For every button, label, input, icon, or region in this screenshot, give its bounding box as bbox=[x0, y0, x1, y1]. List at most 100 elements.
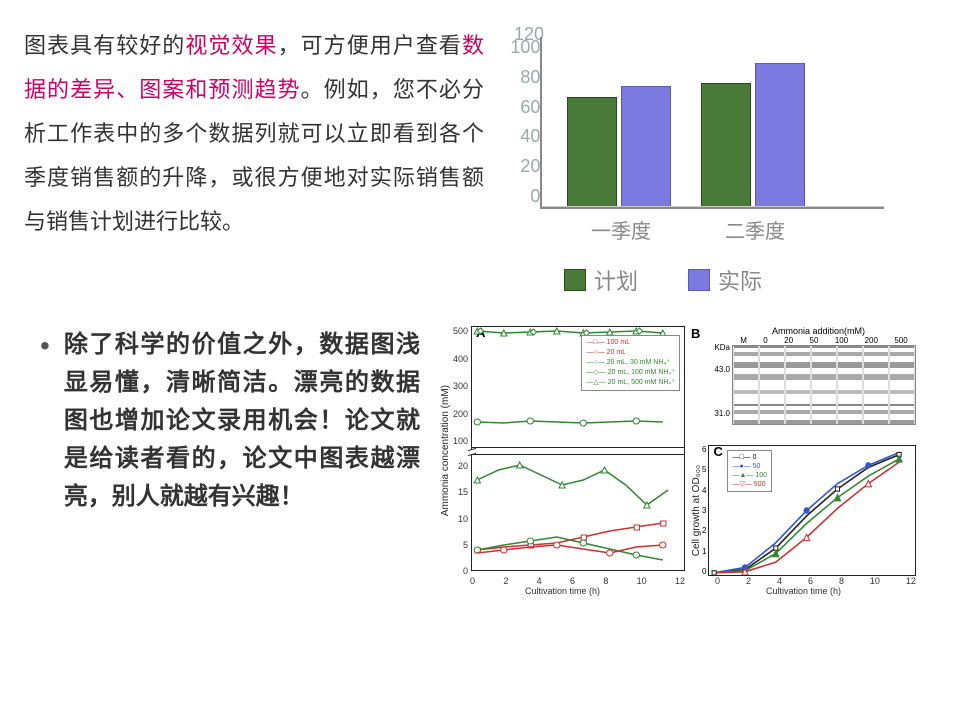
leg: 0 bbox=[753, 454, 757, 461]
lane: 0 bbox=[763, 336, 767, 345]
lane: 200 bbox=[865, 336, 878, 345]
panel-A-ylabel: Ammonia concentration (mM) bbox=[440, 385, 451, 516]
ytick: 15 bbox=[453, 487, 468, 497]
bar-actual bbox=[755, 63, 805, 207]
legend-box-actual bbox=[688, 269, 710, 291]
leg: 20 mL bbox=[607, 349, 626, 356]
yt: 3 bbox=[702, 506, 706, 515]
legend-label: 实际 bbox=[718, 264, 762, 296]
leg: 20 mL, 30 mM NH₄⁺ bbox=[607, 359, 670, 366]
ytick: 0 bbox=[504, 186, 540, 207]
xlabel: 二季度 bbox=[703, 215, 807, 244]
bar-group bbox=[567, 86, 671, 207]
lane: 100 bbox=[835, 336, 848, 345]
ytick: 5 bbox=[453, 540, 468, 550]
panel-A: Ammonia concentration (mM) 500 400 300 2… bbox=[440, 326, 685, 596]
top-section: 图表具有较好的视觉效果，可方便用户查看数据的差异、图案和预测趋势。例如，您不必分… bbox=[0, 0, 960, 296]
bar-actual bbox=[621, 86, 671, 207]
ytick: 20 bbox=[504, 156, 540, 177]
panel-A-legend: —□— 100 mL —○— 20 mL —○— 20 mL, 30 mM NH… bbox=[581, 335, 680, 391]
ytick: 400 bbox=[453, 354, 468, 364]
p1-h1: 视觉效果 bbox=[185, 33, 277, 58]
xt: 4 bbox=[777, 576, 782, 586]
panel-C-xticks: 0 2 4 6 8 10 12 bbox=[691, 576, 916, 586]
ytick: 80 bbox=[504, 67, 540, 88]
legend-box-plan bbox=[564, 269, 586, 291]
bullet-point: • 除了科学的价值之外，数据图浅显易懂，清晰简洁。漂亮的数据图也增加论文录用机会… bbox=[40, 326, 420, 516]
leg: 500 bbox=[754, 481, 766, 488]
ytick: 500 bbox=[453, 326, 468, 336]
ytick: 100 bbox=[453, 436, 468, 446]
legend: 计划 实际 bbox=[564, 264, 884, 296]
leg: 50 bbox=[753, 463, 761, 470]
yt: 5 bbox=[702, 465, 706, 474]
xt: 10 bbox=[637, 576, 647, 586]
xt: 4 bbox=[537, 576, 542, 586]
ytick: 300 bbox=[453, 381, 468, 391]
ytick: 100 bbox=[504, 37, 540, 58]
p1-t2: ，可方便用户查看 bbox=[278, 33, 462, 58]
bullet-dot-icon: • bbox=[40, 326, 50, 516]
leg: 20 mL, 500 mM NH₄⁺ bbox=[608, 379, 675, 386]
xt: 8 bbox=[839, 576, 844, 586]
p1-t1: 图表具有较好的 bbox=[24, 33, 185, 58]
ytick: 10 bbox=[453, 514, 468, 524]
xt: 6 bbox=[808, 576, 813, 586]
scientific-figure: Ammonia concentration (mM) 500 400 300 2… bbox=[440, 326, 920, 596]
bar-group bbox=[701, 63, 805, 207]
yt: 0 bbox=[702, 567, 706, 576]
bar-plan bbox=[567, 97, 617, 207]
paragraph-2: 除了科学的价值之外，数据图浅显易懂，清晰简洁。漂亮的数据图也增加论文录用机会！论… bbox=[64, 326, 420, 516]
legend-label: 计划 bbox=[594, 264, 638, 296]
panel-B-lanes: M 0 20 50 100 200 500 bbox=[732, 336, 916, 345]
panel-C-xlabel: Cultivation time (h) bbox=[691, 586, 916, 596]
plot-area bbox=[540, 37, 884, 209]
xt: 0 bbox=[715, 576, 720, 586]
ytick: 200 bbox=[453, 409, 468, 419]
xt: 10 bbox=[870, 576, 880, 586]
panel-B: B Ammonia addition(mM) KDa 43.0 31.0 M 0… bbox=[691, 326, 916, 441]
kda: KDa bbox=[711, 343, 730, 352]
legend-actual: 实际 bbox=[688, 264, 762, 296]
panel-B-title: Ammonia addition(mM) bbox=[721, 326, 916, 336]
ytick: 40 bbox=[504, 126, 540, 147]
marker: 43.0 bbox=[711, 365, 730, 374]
panel-label-B: B bbox=[691, 326, 700, 341]
yt: 1 bbox=[702, 547, 706, 556]
sales-bar-chart: 120 100 80 60 40 20 0 一季度 二季度 计划 实际 bbox=[504, 24, 884, 296]
paragraph-1: 图表具有较好的视觉效果，可方便用户查看数据的差异、图案和预测趋势。例如，您不必分… bbox=[24, 24, 484, 296]
lane: 50 bbox=[810, 336, 819, 345]
leg: 100 mL bbox=[607, 339, 630, 346]
xt: 12 bbox=[906, 576, 916, 586]
ytick: 60 bbox=[504, 97, 540, 118]
legend-plan: 计划 bbox=[564, 264, 638, 296]
panel-A-xticks: 0 2 4 6 8 10 12 bbox=[440, 576, 685, 586]
xt: 2 bbox=[503, 576, 508, 586]
x-axis-labels: 一季度 二季度 bbox=[544, 209, 914, 244]
lane: M bbox=[740, 336, 747, 345]
xt: 0 bbox=[470, 576, 475, 586]
panel-A-xlabel: Cultivation time (h) bbox=[440, 586, 685, 596]
gel-image bbox=[732, 345, 916, 425]
xlabel: 一季度 bbox=[569, 215, 673, 244]
leg: 100 bbox=[755, 472, 767, 479]
yt: 6 bbox=[702, 445, 706, 454]
panel-C-legend: —□— 0 —●— 50 —▲— 100 —▽— 500 bbox=[727, 450, 772, 492]
xt: 8 bbox=[603, 576, 608, 586]
leg: 20 mL, 100 mM NH₄⁺ bbox=[608, 369, 675, 376]
bar-plan bbox=[701, 83, 751, 207]
lane: 500 bbox=[894, 336, 907, 345]
yt: 4 bbox=[702, 486, 706, 495]
ytick: 20 bbox=[453, 461, 468, 471]
panel-C: Cell growth at OD₆₀₀ 0 1 2 3 4 5 6 C bbox=[691, 445, 916, 596]
bottom-section: • 除了科学的价值之外，数据图浅显易懂，清晰简洁。漂亮的数据图也增加论文录用机会… bbox=[0, 296, 960, 596]
panel-A-upper: A —□— 100 mL —○— 20 mL bbox=[471, 326, 685, 448]
xt: 12 bbox=[675, 576, 685, 586]
ytick: 0 bbox=[453, 566, 468, 576]
y-axis-labels: 100 80 60 40 20 0 bbox=[504, 37, 540, 207]
lane: 20 bbox=[784, 336, 793, 345]
panel-C-ylabel: Cell growth at OD₆₀₀ bbox=[691, 465, 702, 556]
xt: 6 bbox=[570, 576, 575, 586]
panel-A-lower bbox=[471, 454, 685, 571]
marker: 31.0 bbox=[711, 409, 730, 418]
